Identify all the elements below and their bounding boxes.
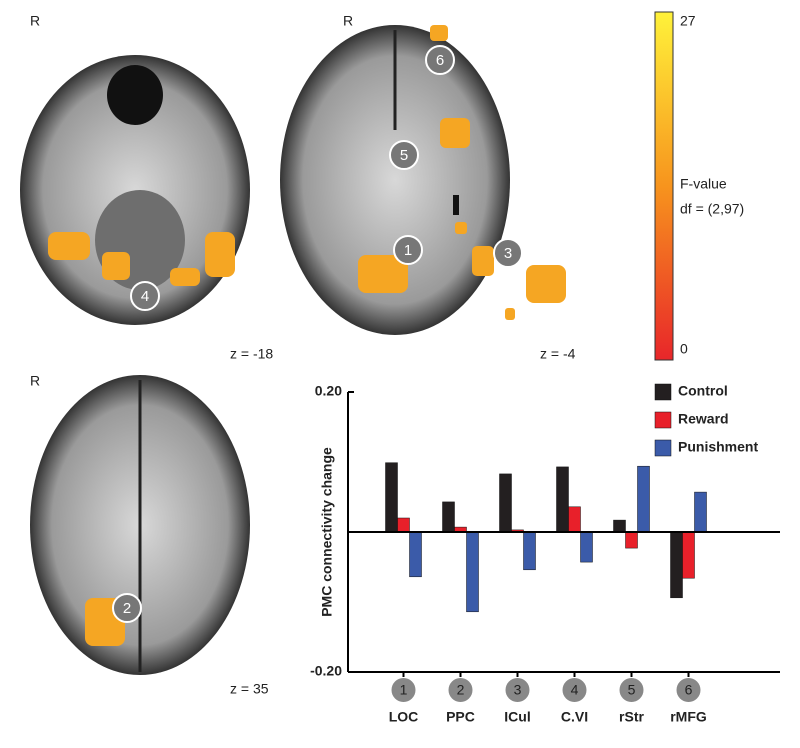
svg-text:1: 1 — [404, 242, 412, 259]
bar — [694, 491, 707, 533]
category-marker-label: 3 — [514, 682, 522, 698]
bar — [442, 501, 455, 533]
bar — [523, 531, 536, 571]
x-tick-label: ICul — [504, 709, 530, 725]
region-marker: 1 — [393, 235, 423, 265]
legend-label: Punishment — [678, 439, 758, 455]
category-marker — [676, 678, 701, 702]
bar — [613, 519, 626, 533]
category-marker — [448, 678, 473, 702]
bar — [409, 531, 422, 578]
category-marker — [505, 678, 530, 702]
region-marker: 3 — [493, 238, 523, 268]
colorbar-label: F-value — [680, 176, 727, 192]
bar — [670, 531, 683, 599]
bar — [625, 531, 638, 549]
region-marker: 6 — [425, 45, 455, 75]
legend-label: Control — [678, 383, 728, 399]
legend-swatch — [654, 411, 672, 429]
category-marker-label: 1 — [400, 682, 408, 698]
brain-slice — [280, 25, 566, 335]
bar — [637, 465, 650, 533]
svg-text:4: 4 — [141, 288, 149, 305]
svg-text:2: 2 — [123, 600, 131, 617]
brain-slice — [30, 375, 250, 675]
svg-text:5: 5 — [400, 147, 408, 164]
category-marker — [562, 678, 587, 702]
side-label: R — [30, 13, 40, 29]
category-marker — [391, 678, 416, 702]
slice-label: z = 35 — [230, 681, 269, 697]
slice-label: z = -4 — [540, 346, 576, 362]
bar — [568, 506, 581, 533]
side-label: R — [343, 13, 353, 29]
bar — [385, 462, 398, 533]
bar — [682, 531, 695, 579]
bar — [397, 517, 410, 533]
category-marker — [619, 678, 644, 702]
category-marker-label: 2 — [457, 682, 465, 698]
legend-swatch — [654, 383, 672, 401]
svg-text:3: 3 — [504, 245, 512, 262]
legend-swatch — [654, 439, 672, 457]
bar — [580, 531, 593, 563]
category-marker-label: 6 — [685, 682, 693, 698]
x-tick-label: rMFG — [670, 709, 707, 725]
y-tick-label: 0.20 — [315, 383, 342, 399]
y-axis-label: PMC connectivity change — [319, 447, 335, 617]
svg-text:6: 6 — [436, 52, 444, 69]
side-label: R — [30, 373, 40, 389]
x-tick-label: PPC — [446, 709, 475, 725]
region-marker: 5 — [389, 140, 419, 170]
colorbar-df: df = (2,97) — [680, 201, 744, 217]
bar — [466, 531, 479, 613]
colorbar — [654, 11, 674, 361]
y-tick-label: -0.20 — [310, 663, 342, 679]
region-marker: 4 — [130, 281, 160, 311]
category-marker-label: 4 — [571, 682, 579, 698]
bar — [556, 466, 569, 533]
category-marker-label: 5 — [628, 682, 636, 698]
slice-label: z = -18 — [230, 346, 273, 362]
colorbar-tick-label: 0 — [680, 341, 688, 357]
brain-slice — [20, 55, 250, 325]
x-tick-label: C.VI — [561, 709, 588, 725]
colorbar-tick-label: 27 — [680, 13, 696, 29]
region-marker: 2 — [112, 593, 142, 623]
x-tick-label: LOC — [389, 709, 419, 725]
legend-label: Reward — [678, 411, 729, 427]
x-tick-label: rStr — [619, 709, 644, 725]
bar — [499, 473, 512, 533]
